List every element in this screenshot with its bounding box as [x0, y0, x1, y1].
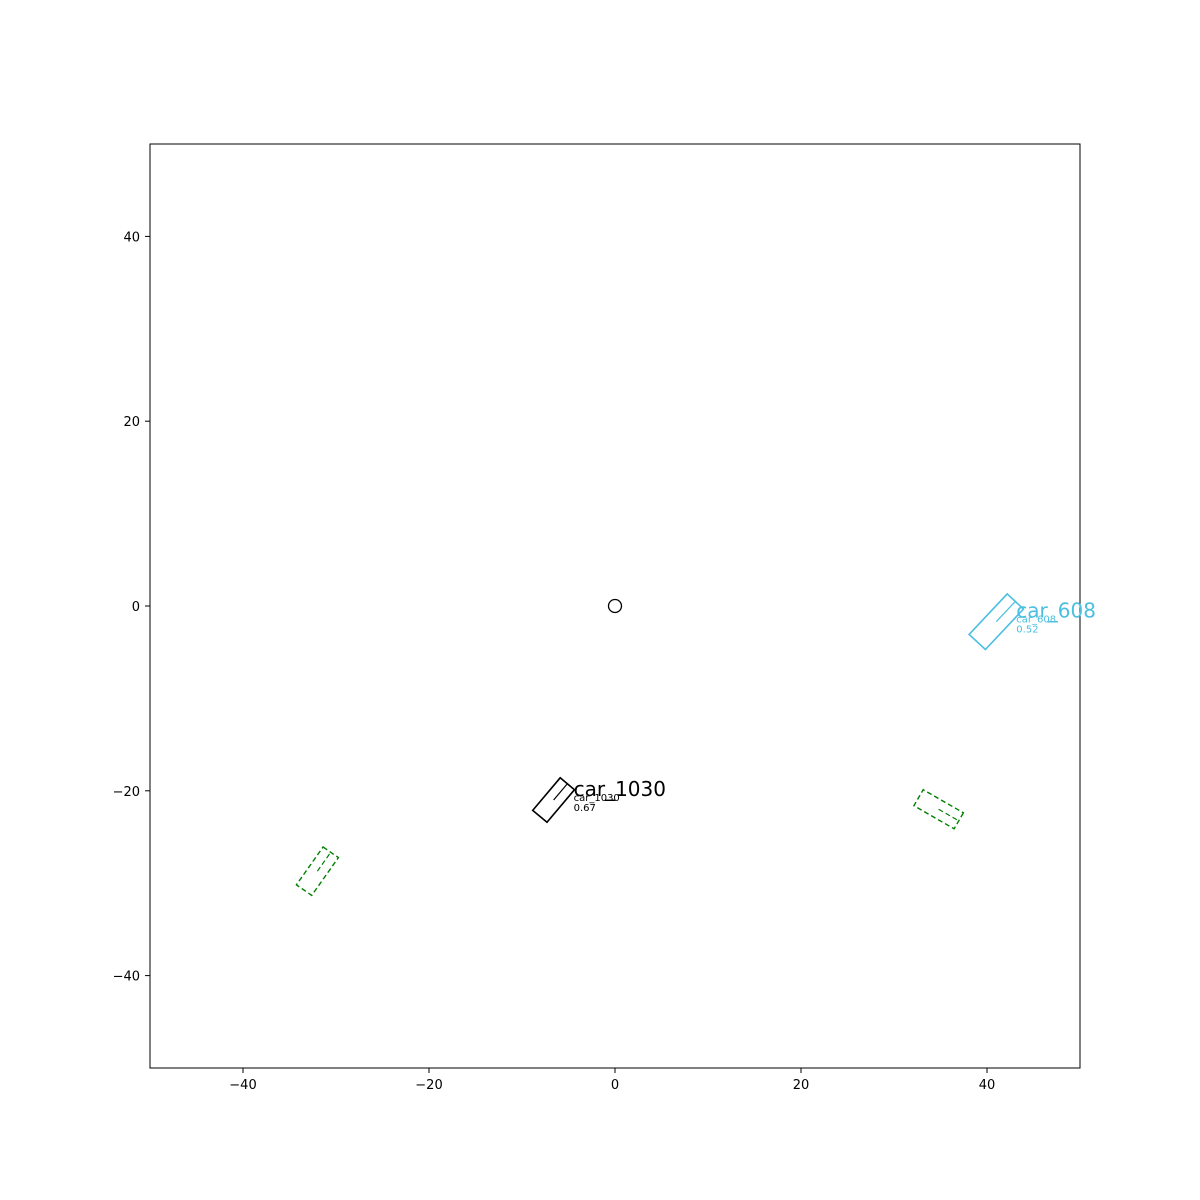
y-axis-ticks: −40 −20 0 20 40 — [113, 230, 150, 985]
predicted-box-car_608 — [967, 592, 1025, 651]
predicted-box-label: car_608 — [1016, 599, 1096, 623]
x-tick-label: 0 — [611, 1078, 619, 1093]
ground-truth-heading — [316, 851, 332, 872]
x-tick-label: 40 — [979, 1078, 996, 1093]
predicted-box-car_1030 — [531, 776, 576, 824]
x-tick-label: 20 — [793, 1078, 810, 1093]
predicted-heading — [995, 601, 1016, 623]
x-tick-label: −20 — [415, 1078, 442, 1093]
y-tick-label: 40 — [123, 230, 140, 245]
ground-truth-heading — [938, 808, 960, 822]
y-tick-label: −20 — [113, 785, 140, 800]
predicted-box-score: 0.52 — [1016, 625, 1038, 636]
x-axis-ticks: −40 −20 0 20 40 — [229, 1068, 995, 1093]
ground-truth-layer — [295, 788, 965, 897]
y-tick-label: −40 — [113, 970, 140, 985]
ego-vehicle-marker — [607, 598, 623, 614]
predicted-box-score: 0.67 — [574, 803, 596, 814]
predicted-box-label: car_1030 — [574, 777, 666, 801]
plot-frame — [149, 143, 1081, 1069]
y-tick-label: 0 — [132, 600, 140, 615]
x-tick-label: −40 — [229, 1078, 256, 1093]
y-tick-label: 20 — [123, 415, 140, 430]
predicted-heading — [553, 783, 568, 801]
ground-truth-box — [912, 788, 965, 830]
predicted-box-id: car_608 — [1016, 615, 1056, 626]
predicted-box-id: car_1030 — [574, 793, 620, 804]
ground-truth-box — [295, 846, 340, 897]
